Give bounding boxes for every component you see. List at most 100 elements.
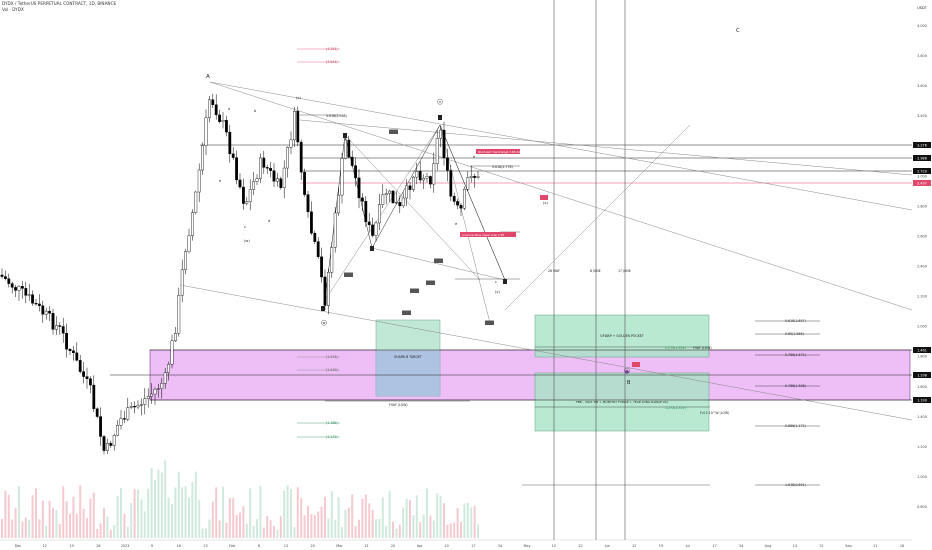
price-marker-label: 2.986 (917, 156, 927, 160)
price-tick-label: 3.000 (917, 174, 927, 178)
date-line-label: 8 JUNE (590, 269, 601, 273)
candle-body (3, 276, 7, 279)
volume-bar (395, 528, 398, 538)
fib-right-label: 0.618(1.657) (785, 319, 806, 323)
price-tick-label: 2.000 (917, 325, 927, 329)
candle-body (204, 117, 208, 146)
candle-body (337, 194, 340, 214)
candle-body (133, 406, 136, 408)
candle-body (197, 169, 201, 193)
price-axis[interactable]: USDT4.0003.8003.6003.4003.2003.0002.8002… (912, 0, 932, 550)
price-marker: 1.190 (913, 397, 931, 403)
candle-body (466, 177, 470, 190)
volume-bar (208, 519, 211, 538)
wave-sub-label: d (268, 219, 270, 223)
candle-body (31, 294, 34, 304)
price-tick-label: 3.800 (917, 54, 927, 58)
candle-body (276, 178, 279, 182)
fib-right-label: 0.786(1.471) (785, 353, 806, 357)
volume-bar (310, 514, 313, 538)
candle-body (221, 120, 225, 122)
volume-bar (279, 516, 282, 538)
time-tick-label: 17 (712, 544, 716, 548)
volume-bar (106, 516, 109, 538)
volume-bar (24, 517, 27, 538)
candle-body (245, 201, 249, 204)
volume-bar (262, 527, 265, 538)
candle-body (17, 286, 21, 291)
price-tick-label: 2.600 (917, 234, 927, 238)
volume-bar (147, 488, 150, 538)
shark-box-label: SHARK B TARGET (394, 355, 422, 359)
time-tick-label: 9 (151, 544, 153, 548)
volume-bar (313, 515, 316, 538)
candle-body (463, 188, 466, 209)
symbol-title[interactable]: DYDX / TetherUS PERPETUAL CONTRACT, 1D, … (2, 1, 117, 6)
candle-body (327, 272, 330, 306)
time-axis[interactable]: Dec 12 19 26 2023 9 16 23 Feb 6 13 20 Mar 13 20 Apr 10 17… (0, 539, 912, 548)
candle-body (415, 171, 419, 178)
volume-bar (378, 518, 381, 538)
candle-body (85, 376, 89, 379)
candle-body (323, 276, 327, 306)
candle-body (112, 435, 116, 446)
volume-bar (242, 506, 245, 538)
wave-bracket-label: (x) (296, 96, 302, 100)
volume-bar (41, 500, 44, 538)
candle-body (469, 176, 473, 178)
candle-body (187, 235, 191, 252)
candle-body (139, 404, 143, 406)
fib-level-label: (1.188) (326, 421, 338, 425)
candle-body (51, 313, 55, 330)
red-small-tag (632, 362, 640, 367)
candle-body (408, 185, 412, 190)
price-marker-label: 1.298 (917, 373, 927, 377)
candle-body (299, 141, 303, 173)
price-axis-bg (912, 0, 932, 550)
candle-body (160, 383, 164, 389)
time-tick-label: 16 (177, 544, 181, 548)
candle-body (350, 156, 354, 166)
time-tick-label: 19 (659, 544, 663, 548)
volume-bar (286, 485, 289, 538)
volume-bar (58, 524, 61, 538)
candle-body (136, 405, 140, 408)
volume-indicator-label[interactable]: Vol · DYDX (2, 7, 24, 12)
date-line-label: 17 JUNE (618, 269, 631, 273)
harmonic-label: 0.618(2.778) (492, 165, 513, 169)
green-level-label: 1.272(1.320) (665, 406, 686, 410)
fib-right-label: 1.618(0.891) (785, 483, 806, 487)
wave-bracket-label: (w) (244, 239, 250, 243)
volume-bar (89, 498, 92, 538)
volume-bar (327, 518, 330, 538)
volume-bar (439, 496, 442, 538)
volume-bar (364, 494, 367, 538)
candle-body (279, 178, 283, 188)
candle-body (21, 286, 24, 289)
candle-body (449, 170, 453, 197)
candle-body (361, 197, 364, 202)
volume-bar (341, 526, 343, 538)
volume-bar (228, 498, 231, 538)
time-tick-label: 10 (444, 544, 448, 548)
volume-bar (79, 485, 82, 538)
volume-bar (426, 488, 428, 538)
time-tick-label: Mar (336, 544, 343, 548)
time-tick-label: 11 (873, 544, 877, 548)
volume-bar (412, 515, 415, 538)
candle-body (398, 202, 402, 207)
volume-bar (249, 488, 252, 538)
volume-bar (103, 508, 105, 538)
wave-sub-label: c (244, 225, 246, 229)
time-tick-label: 12 (43, 544, 47, 548)
currency-label: USDT (917, 6, 928, 10)
candle-body (259, 157, 262, 179)
volume-bar (211, 501, 214, 538)
volume-bar (137, 489, 139, 538)
volume-bars (1, 460, 479, 538)
fib-right-label: 0.886(1.172) (785, 424, 806, 428)
candle-body (24, 288, 28, 296)
candle-body (129, 406, 133, 408)
